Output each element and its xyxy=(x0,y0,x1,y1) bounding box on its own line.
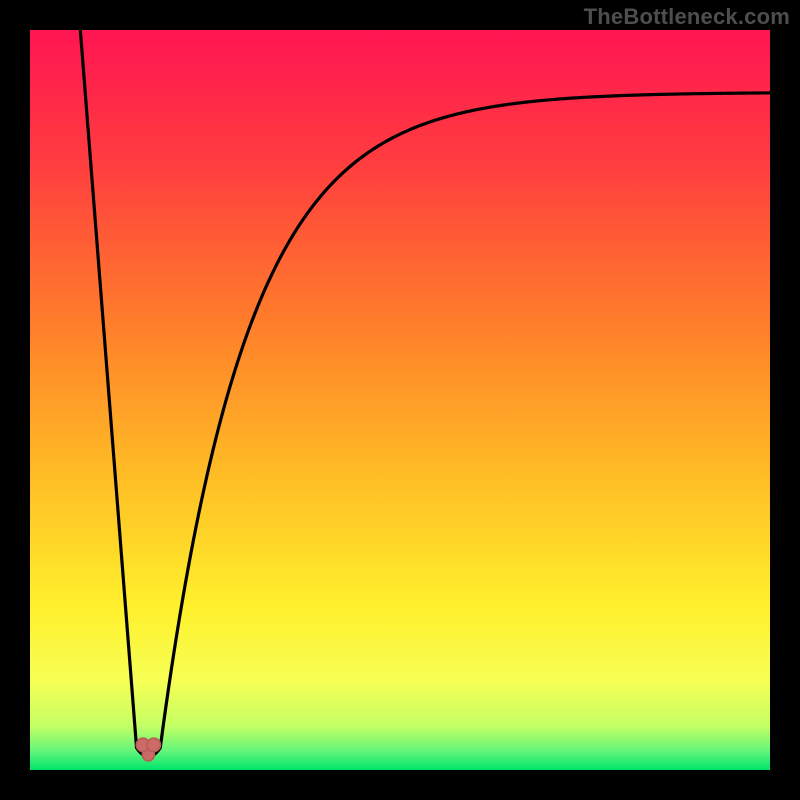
chart-frame: TheBottleneck.com xyxy=(0,0,800,800)
plot-svg xyxy=(30,30,770,770)
gradient-background xyxy=(30,30,770,770)
watermark-text: TheBottleneck.com xyxy=(584,4,790,30)
plot-area xyxy=(30,30,770,770)
